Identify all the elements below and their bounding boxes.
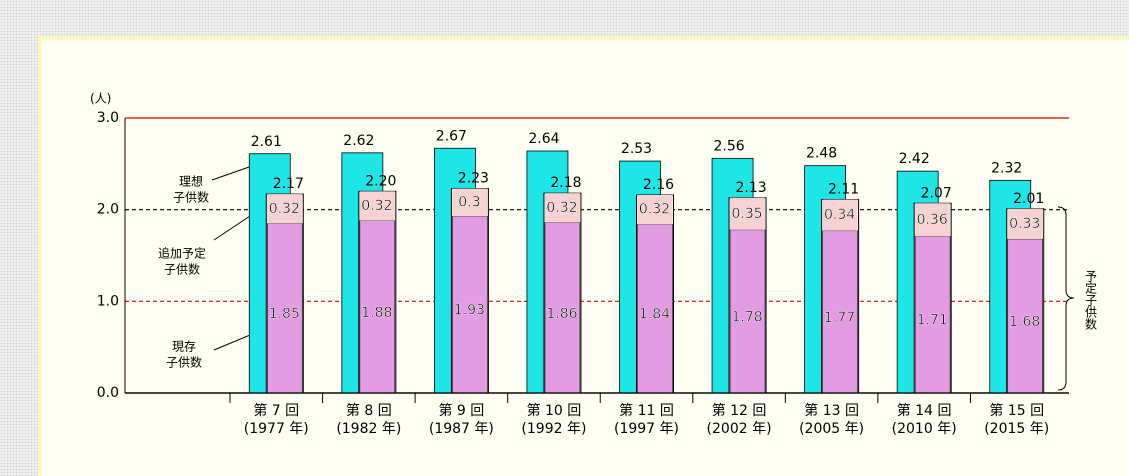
- bar-segment: [915, 203, 951, 237]
- data-label: 1.85: [269, 306, 300, 322]
- bar-segment: [359, 191, 395, 221]
- x-tick-sublabel: (1997 年): [614, 421, 679, 437]
- planned-label: 予定子供数: [1084, 270, 1098, 331]
- x-tick-sublabel: (1982 年): [336, 421, 401, 437]
- data-label: 0.36: [917, 212, 948, 228]
- total-label: 2.23: [458, 171, 489, 187]
- legend-line: 子供数: [173, 190, 209, 205]
- legend-line: 追加予定: [158, 246, 206, 261]
- x-tick-sublabel: (1987 年): [429, 421, 494, 437]
- data-label: 2.62: [343, 133, 374, 149]
- data-label: 0.33: [1009, 216, 1040, 232]
- y-tick-label: 3.0: [97, 110, 119, 126]
- data-label: 2.64: [528, 131, 559, 147]
- x-tick-sublabel: (2002 年): [707, 421, 772, 437]
- x-tick-sublabel: (2005 年): [799, 421, 864, 437]
- bar-segment: [1007, 208, 1043, 239]
- bar-segment: [729, 229, 766, 394]
- total-label: 2.11: [828, 182, 859, 198]
- x-tick-label: 第 8 回: [346, 402, 392, 419]
- data-label: 1.77: [824, 310, 855, 326]
- legend-line: 理想: [179, 174, 203, 189]
- arrow: [211, 165, 253, 181]
- data-label: 0.32: [269, 201, 300, 217]
- bar-segment: [822, 199, 858, 231]
- data-label: 0.3: [458, 194, 480, 210]
- y-unit: (人): [90, 92, 111, 106]
- x-tick-sublabel: (2010 年): [892, 421, 957, 437]
- brace: [1057, 206, 1075, 391]
- data-label: 2.61: [251, 134, 282, 150]
- data-label: 0.32: [546, 200, 577, 216]
- data-label: 0.32: [361, 198, 392, 214]
- data-label: 0.35: [731, 206, 762, 222]
- bar-segment: [637, 224, 673, 394]
- x-tick-label: 第 14 回: [897, 402, 952, 419]
- data-label: 1.71: [917, 313, 948, 329]
- bar-segment: [730, 197, 766, 230]
- x-tick-sublabel: (1977 年): [244, 421, 309, 437]
- total-label: 2.13: [735, 180, 766, 196]
- data-label: 1.86: [546, 306, 577, 322]
- bar-segment: [822, 230, 858, 394]
- bar-segment: [452, 215, 488, 394]
- x-tick-sublabel: (2015 年): [984, 421, 1049, 437]
- x-tick-label: 第 7 回: [253, 402, 299, 419]
- x-tick-sublabel: (1992 年): [521, 421, 586, 437]
- data-label: 1.84: [639, 307, 670, 323]
- data-label: 2.48: [806, 146, 837, 162]
- bar-segment: [637, 195, 673, 225]
- legend-line: 子供数: [166, 355, 202, 370]
- y-tick-label: 0.0: [97, 385, 119, 401]
- bar-segment: [1007, 238, 1044, 394]
- y-tick-label: 2.0: [97, 202, 119, 218]
- total-label: 2.01: [1013, 191, 1044, 207]
- data-label: 0.34: [824, 207, 855, 223]
- bar-segment: [544, 193, 580, 223]
- data-label: 1.93: [454, 303, 485, 319]
- x-tick-label: 第 9 回: [438, 402, 484, 419]
- data-label: 2.56: [713, 138, 744, 154]
- data-label: 2.42: [899, 151, 930, 167]
- total-label: 2.16: [643, 177, 674, 193]
- total-label: 2.18: [550, 175, 581, 191]
- data-label: 1.68: [1009, 314, 1040, 330]
- x-tick-label: 第 12 回: [712, 402, 767, 419]
- total-label: 2.20: [365, 173, 396, 189]
- x-tick-label: 第 10 回: [527, 402, 582, 419]
- x-tick-label: 第 13 回: [804, 402, 859, 419]
- total-label: 2.07: [921, 185, 952, 201]
- data-label: 1.78: [731, 309, 762, 325]
- bar-segment: [359, 220, 396, 394]
- data-label: 2.67: [436, 128, 467, 144]
- data-label: 2.32: [991, 160, 1022, 176]
- x-tick-label: 第 15 回: [989, 402, 1044, 419]
- legend-line: 子供数: [164, 262, 200, 277]
- x-tick-label: 第 11 回: [619, 402, 674, 419]
- bar-segment: [452, 188, 488, 217]
- legend-line: 現存: [172, 340, 196, 354]
- data-label: 0.32: [639, 202, 670, 218]
- y-tick-label: 1.0: [97, 293, 119, 309]
- data-label: 2.53: [621, 141, 652, 157]
- total-label: 2.17: [273, 176, 304, 192]
- bar-segment: [266, 223, 303, 394]
- bar-segment: [267, 194, 303, 224]
- data-label: 1.88: [361, 305, 392, 321]
